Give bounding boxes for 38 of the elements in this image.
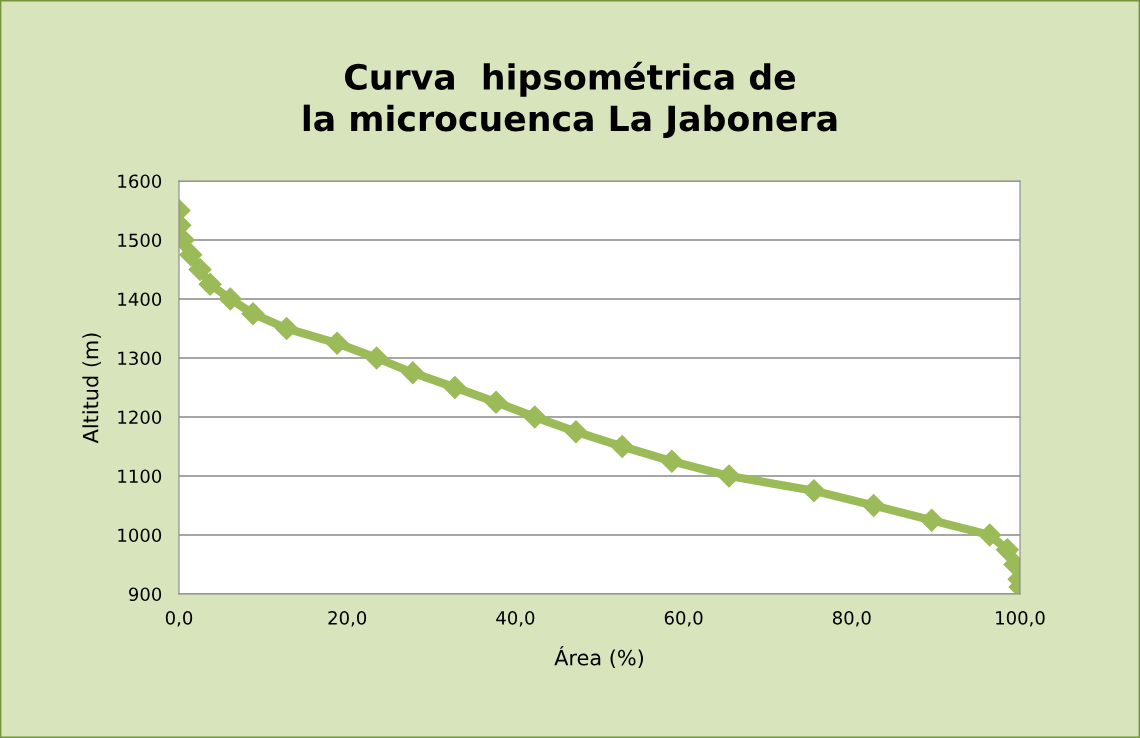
- point: [325, 331, 349, 355]
- point: [218, 287, 242, 311]
- y-tick-label: 1300: [118, 351, 162, 366]
- point: [188, 258, 212, 281]
- point: [660, 449, 684, 473]
- x-tick-label: 0,0: [165, 610, 193, 627]
- point: [978, 523, 1002, 547]
- x-tick-label: 80,0: [832, 610, 871, 627]
- y-tick-label: 1000: [118, 528, 162, 543]
- x-tick-label: 100,0: [996, 610, 1045, 627]
- x-tick-label: 40,0: [496, 610, 535, 627]
- y-tick-label: 1500: [118, 233, 162, 248]
- point: [443, 376, 467, 399]
- point: [401, 361, 425, 385]
- point: [862, 494, 886, 517]
- y-tick-label: 1100: [118, 469, 162, 484]
- point: [717, 464, 741, 488]
- point: [920, 508, 944, 532]
- point: [564, 420, 588, 444]
- point: [198, 272, 222, 296]
- y-tick-label: 1600: [118, 174, 162, 189]
- point: [610, 435, 634, 458]
- point: [275, 317, 299, 340]
- point: [995, 538, 1019, 562]
- point: [241, 302, 265, 326]
- point: [365, 346, 389, 370]
- point: [484, 390, 508, 414]
- point: [179, 243, 203, 267]
- point: [802, 479, 826, 503]
- point: [523, 405, 547, 429]
- y-tick-label: 1400: [118, 292, 162, 307]
- x-tick-label: 20,0: [328, 610, 367, 627]
- y-axis-title: Altitud (m): [82, 333, 101, 444]
- x-tick-label: 60,0: [664, 610, 703, 627]
- chart-title: Curva hipsométrica de la microcuenca La Jabonera: [303, 61, 837, 138]
- x-axis-title: Área (%): [554, 646, 644, 669]
- y-tick-label: 900: [129, 587, 162, 602]
- y-tick-label: 1200: [118, 410, 162, 425]
